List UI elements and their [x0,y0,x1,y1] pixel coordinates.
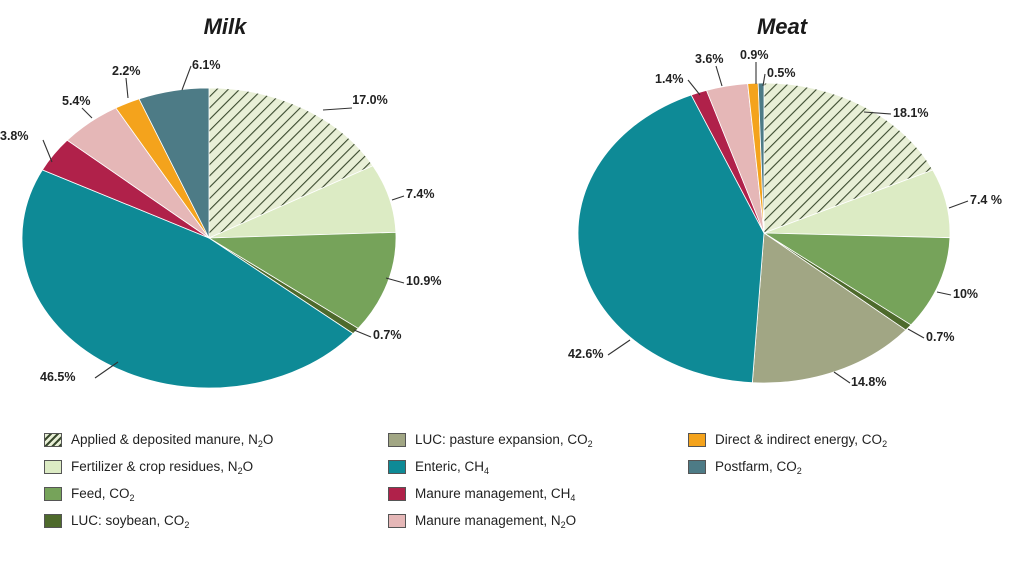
legend-swatch-enteric [388,460,406,474]
legend-item-manure-n2o: Manure management, N2O [388,511,576,531]
meat-data-label-luc-soy: 0.7% [926,330,955,344]
milk-data-label-postfarm: 6.1% [192,58,221,72]
legend-label-manure-n2o: Manure management, N [415,512,561,528]
legend-swatch-applied-manure [44,433,62,447]
meat-leader-line-applied [863,111,892,115]
milk-data-label-manure-n2o: 5.4% [62,94,91,108]
legend-item-luc-soybean: LUC: soybean, CO2 [44,511,189,531]
meat-slice-enteric [577,94,765,384]
meat-data-label-feed: 10% [953,287,978,301]
milk-leader-line-enteric [94,361,119,379]
legend-item-feed: Feed, CO2 [44,484,135,504]
legend-item-manure-ch4: Manure management, CH4 [388,484,575,504]
meat-slice-feed [762,232,951,326]
legend-label-energy: Direct & indirect energy, CO [715,431,883,447]
legend-label-manure-ch4: Manure management, CH [415,485,571,501]
meat-chart-title: Meat [757,14,809,39]
milk-slice-postfarm [138,87,210,239]
milk-slice-feed [207,231,397,329]
milk-data-label-luc-soy: 0.7% [373,328,402,342]
meat-data-label-fertilizer: 7.4 % [970,193,1002,207]
legend-swatch-manure-ch4 [388,487,406,501]
milk-pie-chart: Milk 17.0% 7.4% 10.9% 0.7% 46.5% 3.8% 5.4% 2.2%… [0,14,441,389]
legend-item-postfarm: Postfarm, CO2 [688,457,802,477]
milk-data-label-energy: 2.2% [112,64,141,78]
legend-item-enteric: Enteric, CH4 [388,457,489,477]
milk-data-label-feed: 10.9% [406,274,441,288]
legend-label-fertilizer: Fertilizer & crop residues, N [71,458,238,474]
meat-slice-luc-pasture [751,232,907,384]
legend-item-applied-manure: Applied & deposited manure, N2O [44,430,273,450]
meat-data-label-manure-ch4: 1.4% [655,72,684,86]
milk-leader-line-feed [385,277,405,284]
legend-label-luc-pasture: LUC: pasture expansion, CO [415,431,588,447]
meat-leader-line-feed [936,291,952,296]
milk-leader-line-energy [125,77,129,99]
legend: Applied & deposited manure, N2O Fertiliz… [44,430,984,550]
meat-data-label-manure-n2o: 3.6% [695,52,724,66]
legend-swatch-postfarm [688,460,706,474]
legend-label-enteric: Enteric, CH [415,458,485,474]
milk-leader-line-fertilizer [391,195,405,201]
milk-leader-line-manure-ch4 [42,139,53,163]
milk-slice-enteric [21,169,354,389]
legend-label-luc-soybean: LUC: soybean, CO [71,512,185,528]
legend-label-feed: Feed, CO [71,485,130,501]
milk-slice-applied [208,87,374,239]
meat-data-label-energy: 0.9% [740,48,769,62]
meat-data-label-applied: 18.1% [893,106,928,120]
legend-swatch-energy [688,433,706,447]
meat-leader-line-fertilizer [948,200,969,209]
legend-label-postfarm: Postfarm, CO [715,458,797,474]
legend-swatch-manure-n2o [388,514,406,528]
legend-swatch-luc-pasture [388,433,406,447]
milk-chart-title: Milk [204,14,249,39]
legend-item-fertilizer: Fertilizer & crop residues, N2O [44,457,253,477]
legend-swatch-fertilizer [44,460,62,474]
meat-leader-line-enteric [607,339,631,356]
meat-pie-chart: Meat 18.1% 7.4 % 10% 0.7% 14.8% 42.6% 1.4% 3.6%… [568,14,1002,389]
milk-leader-line-applied [322,107,353,111]
meat-data-label-postfarm: 0.5% [767,66,796,80]
milk-leader-line-luc-soy [353,329,372,338]
legend-item-luc-pasture: LUC: pasture expansion, CO2 [388,430,593,450]
legend-swatch-luc-soybean [44,514,62,528]
meat-leader-line-luc-soy [907,328,925,339]
meat-slice-applied [763,82,934,234]
legend-label-applied-manure: Applied & deposited manure, N [71,431,258,447]
meat-leader-line-manure-n2o [715,65,723,87]
legend-item-energy: Direct & indirect energy, CO2 [688,430,887,450]
meat-leader-line-postfarm [762,73,766,87]
milk-leader-line-postfarm [181,65,192,91]
milk-data-label-enteric: 46.5% [40,370,75,384]
meat-leader-line-manure-ch4 [687,79,701,96]
meat-data-label-enteric: 42.6% [568,347,603,361]
milk-data-label-fertilizer: 7.4% [406,187,435,201]
milk-leader-line-manure-n2o [81,107,93,119]
meat-data-label-luc-pasture: 14.8% [851,375,886,389]
legend-swatch-feed [44,487,62,501]
meat-leader-line-luc-pasture [833,371,851,384]
milk-data-label-manure-ch4: 3.8% [0,129,29,143]
milk-data-label-applied: 17.0% [352,93,387,107]
